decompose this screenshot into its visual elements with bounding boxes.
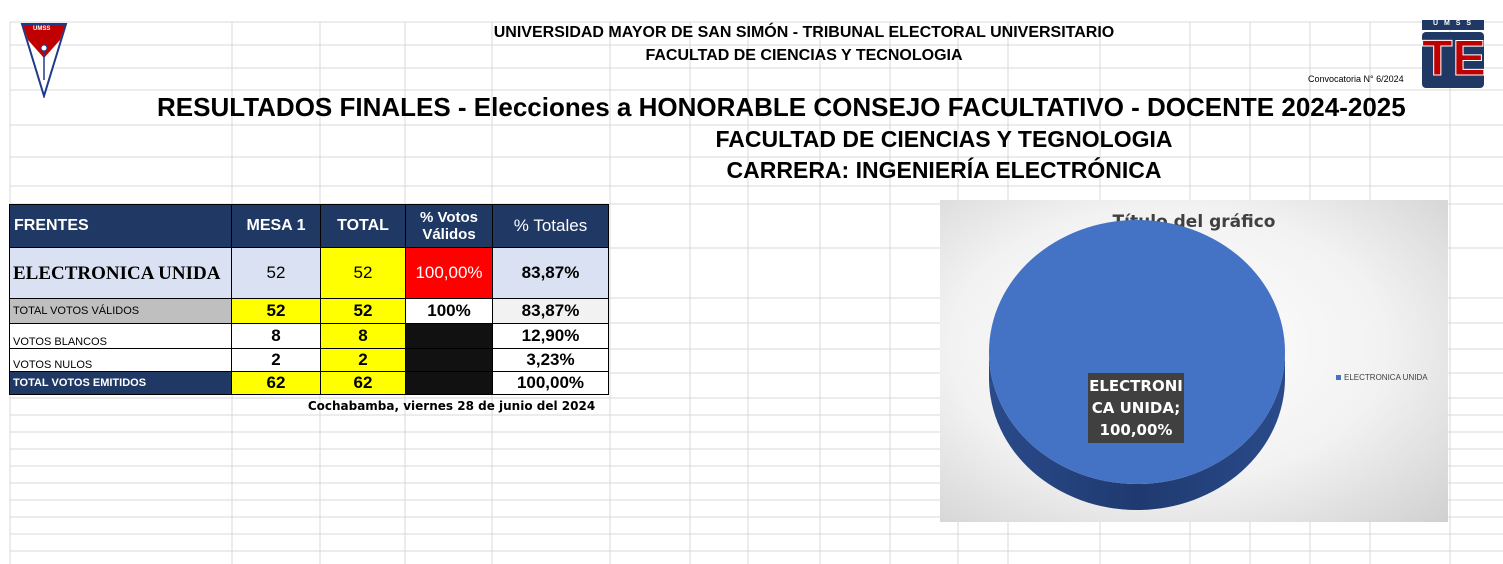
cell-total: 2 bbox=[320, 348, 406, 372]
umss-logo-text: UMSS bbox=[33, 26, 51, 32]
cell-total: 52 bbox=[320, 247, 406, 299]
header-frentes: FRENTES bbox=[9, 204, 232, 248]
pie-chart[interactable]: Título del gráfico ELECTRONI CA UNIDA; 1… bbox=[940, 200, 1448, 522]
cell-total: 62 bbox=[320, 371, 406, 395]
table-row: TOTAL VOTOS VÁLIDOS 52 52 100% 83,87% bbox=[9, 298, 609, 324]
table-row: VOTOS BLANCOS 8 8 12,90% bbox=[9, 323, 609, 349]
results-table: FRENTES MESA 1 TOTAL % Votos Válidos % T… bbox=[9, 204, 609, 395]
legend-label: ELECTRONICA UNIDA bbox=[1344, 373, 1428, 382]
te-logo-letters: TE bbox=[1422, 30, 1487, 87]
row-label: TOTAL VOTOS EMITIDOS bbox=[9, 371, 232, 395]
university-header: UNIVERSIDAD MAYOR DE SAN SIMÓN - TRIBUNA… bbox=[493, 24, 1115, 41]
cell-pct-totales: 3,23% bbox=[492, 348, 609, 372]
convocatoria-label: Convocatoria N° 6/2024 bbox=[1308, 74, 1404, 84]
header-pct-validos: % Votos Válidos bbox=[405, 204, 493, 248]
pie-slice[interactable] bbox=[989, 220, 1285, 484]
pie-svg bbox=[989, 220, 1285, 510]
cell-pct-validos bbox=[405, 371, 493, 395]
career-subtitle: CARRERA: INGENIERÍA ELECTRÓNICA bbox=[726, 157, 1162, 183]
faculty-subtitle: FACULTAD DE CIENCIAS Y TEGNOLOGIA bbox=[715, 126, 1173, 152]
row-label: TOTAL VOTOS VÁLIDOS bbox=[9, 298, 232, 324]
umss-shield-logo: UMSS bbox=[20, 22, 68, 100]
cell-pct-validos: 100,00% bbox=[405, 247, 493, 299]
cell-mesa1: 52 bbox=[231, 298, 321, 324]
chart-legend: ELECTRONICA UNIDA bbox=[1336, 373, 1428, 382]
row-label: VOTOS NULOS bbox=[9, 348, 232, 372]
cell-pct-totales: 100,00% bbox=[492, 371, 609, 395]
table-row: ELECTRONICA UNIDA 52 52 100,00% 83,87% bbox=[9, 247, 609, 299]
cell-pct-validos: 100% bbox=[405, 298, 493, 324]
cell-pct-totales: 12,90% bbox=[492, 323, 609, 349]
cell-pct-totales: 83,87% bbox=[492, 298, 609, 324]
results-title: RESULTADOS FINALES - Elecciones a HONORA… bbox=[157, 92, 1406, 122]
date-line: Cochabamba, viernes 28 de junio del 2024 bbox=[307, 399, 596, 413]
legend-swatch bbox=[1336, 375, 1341, 380]
te-logo-band bbox=[1422, 20, 1484, 30]
table-header-row: FRENTES MESA 1 TOTAL % Votos Válidos % T… bbox=[9, 204, 609, 248]
header-mesa1: MESA 1 bbox=[231, 204, 321, 248]
cell-mesa1: 52 bbox=[231, 247, 321, 299]
cell-mesa1: 8 bbox=[231, 323, 321, 349]
pie-slice-side bbox=[989, 352, 1285, 510]
cell-pct-validos bbox=[405, 323, 493, 349]
row-label: VOTOS BLANCOS bbox=[9, 323, 232, 349]
header-pct-totales: % Totales bbox=[492, 204, 609, 248]
faculty-header: FACULTAD DE CIENCIAS Y TECNOLOGIA bbox=[645, 47, 963, 64]
te-logo-box bbox=[1422, 32, 1484, 88]
row-label: ELECTRONICA UNIDA bbox=[9, 247, 232, 299]
cell-total: 52 bbox=[320, 298, 406, 324]
te-logo: U M S S TE bbox=[1420, 20, 1486, 90]
table-row: TOTAL VOTOS EMITIDOS 62 62 100,00% bbox=[9, 371, 609, 395]
pie-data-label: ELECTRONI CA UNIDA; 100,00% bbox=[1088, 373, 1184, 443]
te-logo-umss-text: U M S S bbox=[1432, 20, 1474, 27]
cell-pct-validos bbox=[405, 348, 493, 372]
cell-mesa1: 62 bbox=[231, 371, 321, 395]
cell-pct-totales: 83,87% bbox=[492, 247, 609, 299]
cell-mesa1: 2 bbox=[231, 348, 321, 372]
table-row: VOTOS NULOS 2 2 3,23% bbox=[9, 348, 609, 372]
cell-total: 8 bbox=[320, 323, 406, 349]
header-total: TOTAL bbox=[320, 204, 406, 248]
